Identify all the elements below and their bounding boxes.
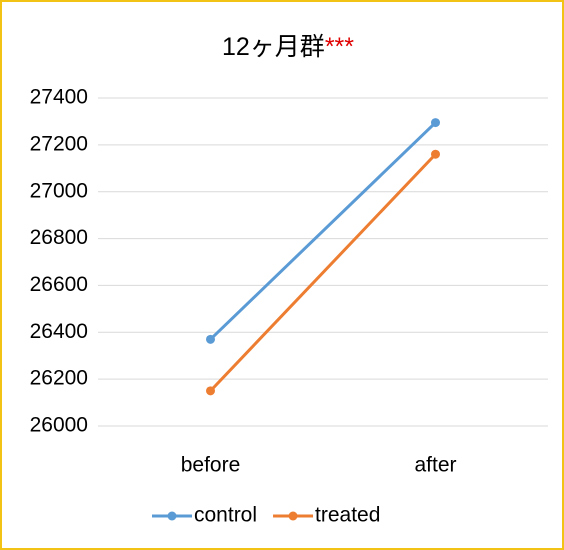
- legend-label: control: [194, 504, 257, 527]
- y-tick-label: 26200: [30, 367, 88, 390]
- y-tick-label: 26800: [30, 226, 88, 249]
- legend-label: treated: [315, 504, 380, 527]
- data-point: [431, 118, 440, 128]
- data-point: [206, 386, 215, 396]
- data-point: [431, 149, 440, 159]
- legend-marker: [167, 511, 177, 521]
- y-tick-label: 27400: [30, 86, 88, 109]
- y-tick-label: 27000: [30, 179, 88, 202]
- y-tick-label: 26600: [30, 273, 88, 296]
- data-point: [206, 334, 215, 344]
- x-tick-label: after: [414, 454, 456, 477]
- chart-title-group: 12ヶ月群***: [222, 33, 354, 61]
- annotation: ***: [325, 33, 354, 61]
- legend-marker: [288, 511, 298, 521]
- y-tick-label: 27200: [30, 132, 88, 155]
- series-line: [209, 153, 437, 392]
- chart-title: 12ヶ月群: [222, 33, 325, 61]
- y-tick-label: 26000: [30, 414, 88, 437]
- y-tick-label: 26400: [30, 320, 88, 343]
- x-tick-label: before: [181, 454, 241, 477]
- series-line: [209, 121, 437, 341]
